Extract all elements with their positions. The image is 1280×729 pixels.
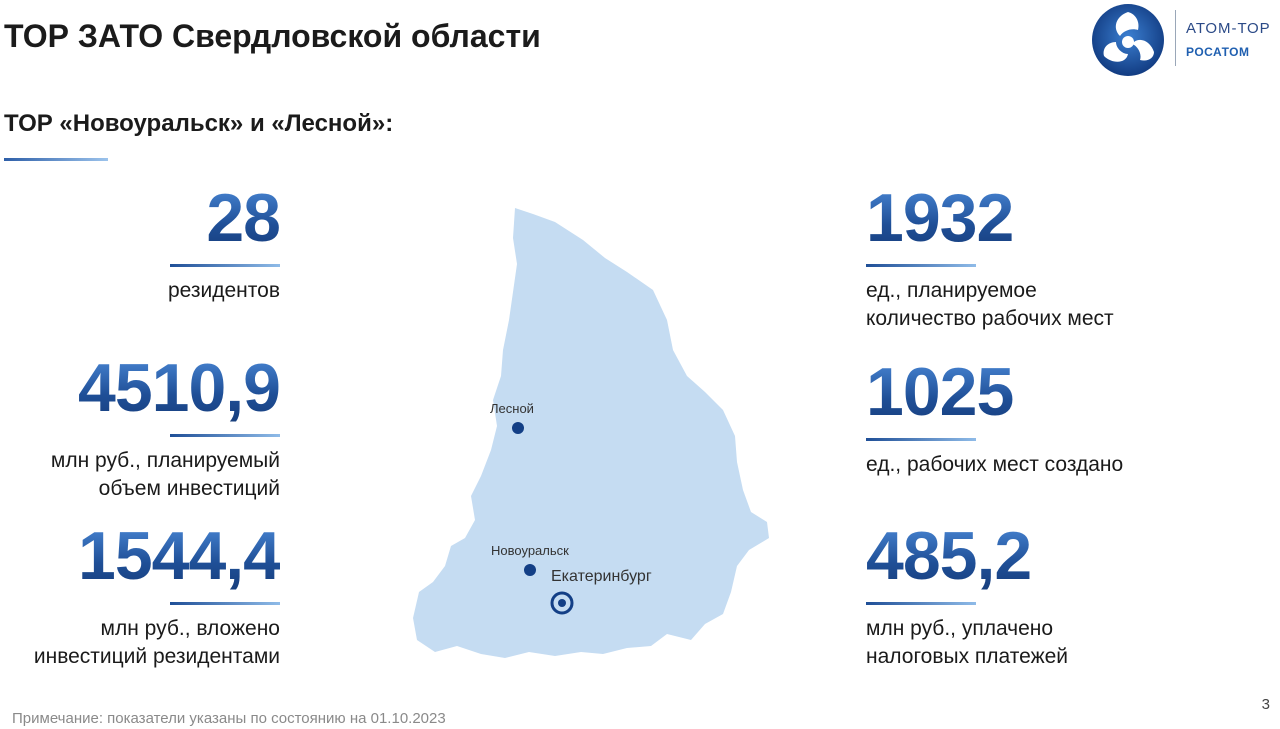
- stat-label-line: резидентов: [167, 279, 280, 302]
- stat-label: резидентов: [0, 277, 280, 305]
- stat-value: 1025: [866, 358, 1246, 426]
- stat-label-line: млн руб., вложено: [100, 617, 280, 640]
- stat-label-line: инвестиций резидентами: [33, 645, 280, 668]
- logo[interactable]: АТОМ-ТОР РОСАТОМ: [1090, 2, 1280, 78]
- city-novouralsk[interactable]: Новоуральск: [491, 543, 569, 576]
- logo-company: РОСАТОМ: [1186, 45, 1250, 59]
- section-subtitle: ТОР «Новоуральск» и «Лесной»:: [4, 110, 394, 137]
- subtitle-underline: [4, 158, 108, 161]
- stat-planned-jobs: 1932 ед., планируемое количество рабочих…: [866, 184, 1246, 333]
- stat-label-line: объем инвестиций: [98, 477, 280, 500]
- rosatom-atom-logo-icon: [1092, 4, 1164, 76]
- stat-label: ед., рабочих мест создано: [866, 451, 1246, 479]
- city-marker-dot: [512, 422, 524, 434]
- stat-divider: [866, 602, 976, 605]
- stat-divider: [170, 264, 280, 267]
- sverdlovsk-region-shape: [413, 208, 769, 658]
- city-label: Лесной: [490, 401, 534, 416]
- stat-planned-investment: 4510,9 млн руб., планируемый объем инвес…: [0, 354, 281, 503]
- city-label: Екатеринбург: [551, 568, 652, 585]
- stat-residents: 28 резидентов: [0, 184, 281, 305]
- stat-value: 1932: [866, 184, 1246, 252]
- stat-label-line: млн руб., планируемый: [50, 449, 280, 472]
- stat-label: млн руб., вложено инвестиций резидентами: [0, 615, 280, 671]
- stat-label-line: налоговых платежей: [866, 645, 1069, 668]
- capital-marker-ring: [550, 591, 574, 615]
- city-lesnoy[interactable]: Лесной: [490, 401, 534, 434]
- logo-separator: [1175, 10, 1176, 66]
- stat-divider: [866, 264, 976, 267]
- city-marker-dot: [524, 564, 536, 576]
- stat-label: ед., планируемое количество рабочих мест: [866, 277, 1246, 333]
- stat-label-line: ед., рабочих мест создано: [866, 453, 1124, 476]
- region-map: Лесной Новоуральск Екатеринбург: [413, 208, 769, 658]
- stat-value: 28: [0, 184, 281, 252]
- stat-invested: 1544,4 млн руб., вложено инвестиций рези…: [0, 522, 281, 671]
- stat-label: млн руб., уплачено налоговых платежей: [866, 615, 1246, 671]
- city-yekaterinburg[interactable]: Екатеринбург: [550, 568, 652, 615]
- stat-divider: [866, 438, 976, 441]
- stat-label-line: млн руб., уплачено: [866, 617, 1054, 640]
- footnote: Примечание: показатели указаны по состоя…: [12, 710, 446, 727]
- stat-divider: [170, 602, 280, 605]
- page-number: 3: [1261, 696, 1270, 713]
- stat-label: млн руб., планируемый объем инвестиций: [0, 447, 280, 503]
- city-label: Новоуральск: [491, 543, 569, 558]
- stat-value: 4510,9: [0, 354, 281, 422]
- stat-value: 485,2: [866, 522, 1246, 590]
- page-title: ТОР ЗАТО Свердловской области: [4, 18, 541, 54]
- stat-value: 1544,4: [0, 522, 281, 590]
- capital-marker-center: [558, 599, 566, 607]
- stat-tax-payments: 485,2 млн руб., уплачено налоговых плате…: [866, 522, 1246, 671]
- logo-name: АТОМ-ТОР: [1186, 20, 1271, 37]
- stat-label-line: ед., планируемое: [866, 279, 1037, 302]
- stat-label-line: количество рабочих мест: [866, 307, 1114, 330]
- stat-divider: [170, 434, 280, 437]
- stat-created-jobs: 1025 ед., рабочих мест создано: [866, 358, 1246, 479]
